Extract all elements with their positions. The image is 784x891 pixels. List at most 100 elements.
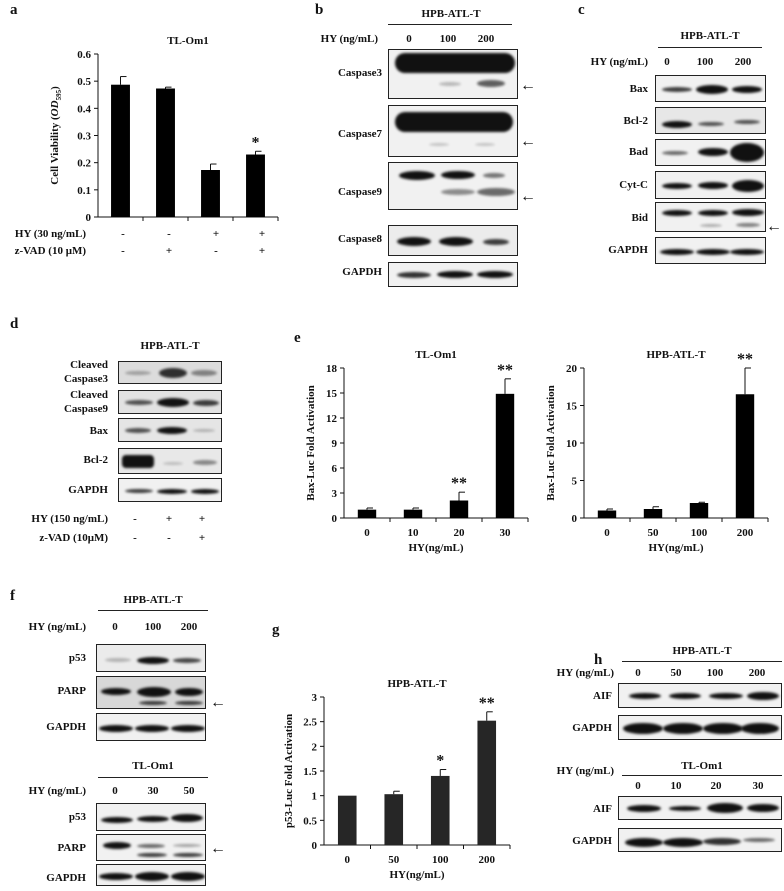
svg-text:0: 0 — [364, 527, 370, 539]
dose-label: HY (ng/mL) — [28, 621, 86, 633]
svg-text:30: 30 — [500, 527, 512, 539]
dose-value: 100 — [144, 621, 162, 633]
svg-text:10: 10 — [566, 438, 578, 450]
svg-text:20: 20 — [566, 363, 578, 375]
blot-aif — [618, 683, 782, 708]
svg-text:5: 5 — [572, 476, 578, 488]
svg-text:0.1: 0.1 — [77, 185, 91, 197]
svg-text:200: 200 — [479, 854, 496, 866]
svg-text:0: 0 — [604, 527, 610, 539]
panel-label-e: e — [294, 330, 301, 346]
treatment-sign: + — [258, 228, 266, 240]
protein-label: PARP — [57, 685, 86, 697]
svg-text:0: 0 — [312, 840, 318, 852]
svg-text:p53-Luc Fold Activation: p53-Luc Fold Activation — [283, 714, 295, 828]
treatment-sign: + — [212, 228, 220, 240]
arrow-icon: ← — [520, 188, 536, 205]
blot-parp — [96, 834, 206, 861]
protein-label: GAPDH — [46, 721, 86, 733]
protein-label: GAPDH — [572, 835, 612, 847]
panel-label-b: b — [315, 2, 324, 18]
svg-text:*: * — [252, 134, 260, 151]
dose-value: 30 — [147, 785, 159, 797]
blot-caspase8 — [388, 225, 518, 256]
dose-value: 50 — [670, 667, 682, 679]
panel-label-h: h — [594, 652, 603, 668]
protein-label: p53 — [68, 652, 86, 664]
protein-label: GAPDH — [342, 266, 382, 278]
treatment-sign: + — [258, 245, 266, 257]
svg-text:1.5: 1.5 — [303, 766, 317, 778]
treatment-label-zvad: z-VAD (10 μM) — [14, 245, 86, 257]
treatment-sign: - — [133, 513, 137, 525]
dose-value: 0 — [112, 785, 118, 797]
dose-label: HY (ng/mL) — [28, 785, 86, 797]
western-blot-panel-d: HPB-ATL-T Cleaved Caspase3 Cleaved Caspa… — [0, 310, 290, 560]
bar-chart-cell-viability: 0 0.1 0.2 0.3 0.4 0.5 0.6 * TL-Om1 Cell Viability… — [49, 35, 279, 224]
svg-text:100: 100 — [432, 854, 449, 866]
svg-text:1: 1 — [312, 791, 318, 803]
protein-label: Bax — [629, 83, 648, 95]
cell-line-label: HPB-ATL-T — [140, 340, 200, 352]
blot-gapdh — [96, 864, 206, 886]
arrow-icon: ← — [210, 694, 226, 711]
svg-text:0: 0 — [345, 854, 351, 866]
treatment-sign: + — [165, 513, 173, 525]
dose-label: HY (ng/mL) — [556, 667, 614, 679]
dose-value: 10 — [670, 780, 682, 792]
blot-bax — [118, 418, 222, 442]
protein-label: Caspase8 — [337, 233, 382, 245]
blot-bad — [655, 139, 766, 166]
treatment-sign: + — [198, 532, 206, 544]
blot-gapdh — [618, 828, 782, 852]
svg-text:0: 0 — [332, 513, 338, 525]
svg-text:*: * — [436, 753, 444, 770]
svg-text:HPB-ATL-T: HPB-ATL-T — [387, 678, 447, 690]
blot-aif — [618, 796, 782, 820]
blot-p53 — [96, 644, 206, 672]
svg-text:0.4: 0.4 — [77, 103, 91, 115]
blot-bcl2 — [655, 107, 766, 134]
protein-label: Bcl-2 — [623, 115, 648, 127]
chart-panel-a: 0 0.1 0.2 0.3 0.4 0.5 0.6 * TL-Om1 Cell Viability… — [0, 0, 290, 260]
protein-label: AIF — [593, 690, 612, 702]
treatment-sign: - — [121, 228, 125, 240]
protein-label: Cyt-C — [619, 179, 648, 191]
svg-text:**: ** — [737, 351, 753, 368]
dose-value: 0 — [406, 33, 412, 45]
treatment-sign: - — [167, 532, 171, 544]
protein-label: Bad — [629, 146, 648, 158]
protein-label: Cleaved Caspase9 — [63, 389, 108, 415]
cell-line-label: TL-Om1 — [132, 760, 174, 772]
dose-value: 0 — [112, 621, 118, 633]
svg-text:2.5: 2.5 — [303, 717, 317, 729]
dose-value: 100 — [706, 667, 724, 679]
blot-cleaved-caspase3 — [118, 361, 222, 384]
treatment-sign: - — [214, 245, 218, 257]
svg-text:0.2: 0.2 — [77, 158, 91, 170]
svg-text:HY(ng/mL): HY(ng/mL) — [649, 542, 704, 554]
protein-label: Caspase7 — [337, 128, 382, 140]
svg-text:TL-Om1: TL-Om1 — [415, 349, 457, 361]
western-blot-panel-h: HPB-ATL-T HY (ng/mL) 0 50 100 200 AIF GA… — [557, 640, 784, 886]
dose-value: 100 — [696, 56, 714, 68]
treatment-sign: - — [167, 228, 171, 240]
svg-text:20: 20 — [454, 527, 466, 539]
arrow-icon: ← — [520, 133, 536, 150]
cell-line-label: HPB-ATL-T — [421, 8, 481, 20]
svg-text:HY(ng/mL): HY(ng/mL) — [409, 542, 464, 554]
dose-value: 50 — [183, 785, 195, 797]
blot-cytc — [655, 171, 766, 199]
dose-value: 20 — [710, 780, 722, 792]
svg-text:15: 15 — [566, 401, 578, 413]
blot-bax — [655, 75, 766, 102]
protein-label: PARP — [57, 842, 86, 854]
cell-line-label: HPB-ATL-T — [680, 30, 740, 42]
dose-value: 200 — [748, 667, 766, 679]
protein-label: GAPDH — [46, 872, 86, 884]
cell-line-label: TL-Om1 — [681, 760, 723, 772]
protein-label: AIF — [593, 803, 612, 815]
blot-p53 — [96, 803, 206, 831]
blot-gapdh — [118, 478, 222, 502]
treatment-sign: - — [133, 532, 137, 544]
